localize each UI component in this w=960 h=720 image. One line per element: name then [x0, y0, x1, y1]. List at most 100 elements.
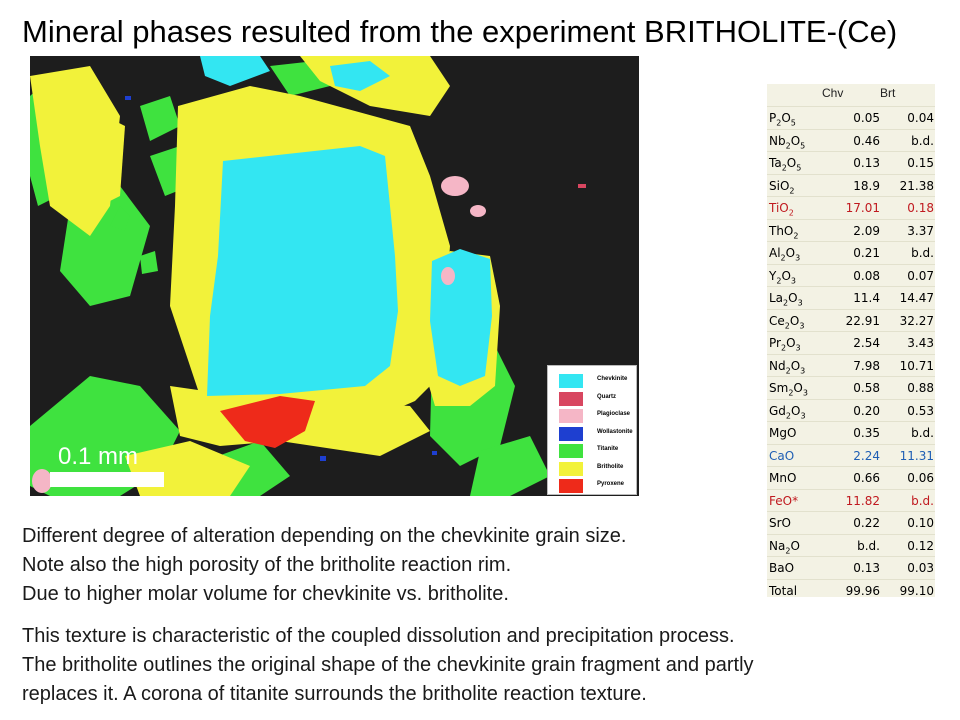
oxide-label: Gd2O3 — [769, 404, 806, 420]
oxide-label: TiO2 — [769, 201, 794, 217]
oxide-subscript: 3 — [795, 253, 801, 263]
table-row: Sm2O3 0.58 0.88 — [767, 376, 935, 398]
brt-value: b.d. — [911, 246, 934, 260]
brt-value: 0.06 — [907, 471, 934, 485]
legend-label: Chevkinite — [597, 376, 628, 382]
oxide-oxygen: O — [786, 336, 796, 350]
oxide-oxygen: O — [786, 156, 797, 170]
brt-value: 0.03 — [907, 561, 934, 575]
table-row: ThO2 2.09 3.37 — [767, 218, 935, 241]
oxide-oxygen: O — [785, 246, 796, 260]
chv-value: 18.9 — [853, 178, 880, 193]
oxide-subscript: 2 — [776, 275, 782, 285]
legend-label: Britholite — [597, 463, 624, 470]
brt-value: 32.27 — [899, 313, 934, 328]
brt-value: 99.10 — [899, 583, 934, 598]
column-header-chv: Chv — [822, 86, 844, 100]
legend-swatch — [559, 374, 583, 388]
oxide-label: Nb2O5 — [769, 134, 805, 150]
oxide-subscript: 3 — [797, 298, 803, 308]
oxide-oxygen: O — [793, 381, 803, 395]
chv-value: 2.24 — [853, 448, 880, 463]
oxide-subscript: 2 — [780, 253, 786, 263]
brt-value: 0.53 — [907, 403, 934, 418]
oxide-symbol: P — [769, 111, 777, 125]
chv-value: 0.13 — [853, 561, 880, 575]
table-row: La2O3 11.4 14.47 — [767, 286, 935, 308]
table-row: SiO2 18.9 21.38 — [767, 173, 935, 196]
oxide-subscript: 3 — [800, 410, 806, 420]
oxide-label: Total — [769, 584, 797, 598]
oxide-subscript: 2 — [785, 545, 791, 555]
oxide-symbol: SiO — [769, 178, 790, 193]
oxide-subscript: 2 — [776, 118, 782, 128]
oxide-subscript: 2 — [783, 298, 789, 308]
chv-value: 0.08 — [853, 268, 880, 283]
oxide-label: Nd2O3 — [769, 359, 805, 375]
chv-value: 0.20 — [853, 403, 880, 418]
oxide-symbol: Sm — [769, 381, 789, 395]
table-row: BaO 0.13 0.03 — [767, 556, 935, 578]
oxide-label: Ce2O3 — [769, 314, 804, 330]
brt-value: 0.18 — [907, 201, 934, 215]
brt-value: 0.12 — [907, 538, 934, 553]
brt-value: 10.71 — [899, 358, 934, 373]
oxide-subscript: 3 — [790, 275, 796, 285]
chv-value: 7.98 — [853, 358, 880, 373]
table-row: Ta2O5 0.13 0.15 — [767, 151, 935, 173]
legend-label: Quartz — [597, 393, 617, 400]
oxide-oxygen: O — [791, 403, 801, 418]
chv-value: 0.22 — [853, 516, 880, 530]
oxide-oxygen: O — [781, 111, 791, 125]
legend-swatch — [559, 391, 583, 406]
oxide-symbol: TiO — [769, 201, 789, 215]
chv-value: 22.91 — [845, 313, 880, 328]
oxide-symbol: Ta — [769, 156, 782, 170]
oxide-label: Na2O — [769, 539, 800, 555]
table-row: P2O5 0.05 0.04 — [767, 106, 935, 128]
oxide-label: BaO — [769, 561, 794, 575]
oxide-oxygen: O — [781, 268, 791, 283]
brt-value: 11.31 — [899, 448, 934, 463]
legend-swatch — [559, 426, 583, 441]
oxide-symbol: BaO — [769, 561, 795, 575]
oxide-symbol: Na — [769, 538, 786, 553]
brt-value: 0.04 — [907, 111, 934, 125]
oxide-subscript: 2 — [788, 388, 794, 398]
oxide-subscript: 3 — [800, 365, 806, 375]
legend-label: Pyroxene — [597, 481, 625, 487]
chv-value: 99.96 — [845, 583, 880, 598]
chv-value: 0.58 — [853, 381, 880, 395]
table-row: Nd2O3 7.98 10.71 — [767, 353, 935, 376]
oxide-subscript: 5 — [790, 118, 796, 128]
brt-value: 21.38 — [899, 178, 934, 193]
oxide-symbol: Ce — [769, 313, 785, 328]
scale-bar — [50, 472, 164, 487]
chv-value: 17.01 — [845, 201, 880, 215]
table-row: MnO 0.66 0.06 — [767, 466, 935, 488]
table-row: Na2O b.d. 0.12 — [767, 533, 935, 556]
oxide-subscript: 3 — [802, 388, 808, 398]
legend-label: Titanite — [597, 446, 619, 452]
brt-value: b.d. — [911, 133, 934, 148]
oxide-oxygen: O — [788, 291, 798, 305]
table-row: FeO* 11.82 b.d. — [767, 488, 935, 511]
brt-value: 3.37 — [907, 223, 934, 238]
brt-value: 0.10 — [907, 516, 934, 530]
table-row: TiO2 17.01 0.18 — [767, 196, 935, 218]
oxide-subscript: 2 — [785, 140, 791, 150]
table-row: Y2O3 0.08 0.07 — [767, 263, 935, 286]
legend-label: Wollastonite — [597, 428, 633, 435]
chv-value: 0.05 — [853, 111, 880, 125]
caption-line-1: Different degree of alteration depending… — [22, 525, 627, 547]
oxide-subscript: 2 — [780, 343, 787, 353]
oxide-symbol: CaO — [769, 448, 795, 463]
caption-line-3: Due to higher molar volume for chevkinit… — [22, 583, 509, 605]
oxide-label: Ta2O5 — [769, 156, 801, 172]
oxide-subscript: 2 — [789, 185, 795, 195]
oxide-symbol: MnO — [769, 471, 797, 485]
scale-label: 0.1 mm — [58, 443, 139, 470]
oxide-subscript: 5 — [800, 140, 806, 150]
oxide-subscript: 3 — [795, 343, 801, 353]
table-row: Al2O3 0.21 b.d. — [767, 241, 935, 263]
